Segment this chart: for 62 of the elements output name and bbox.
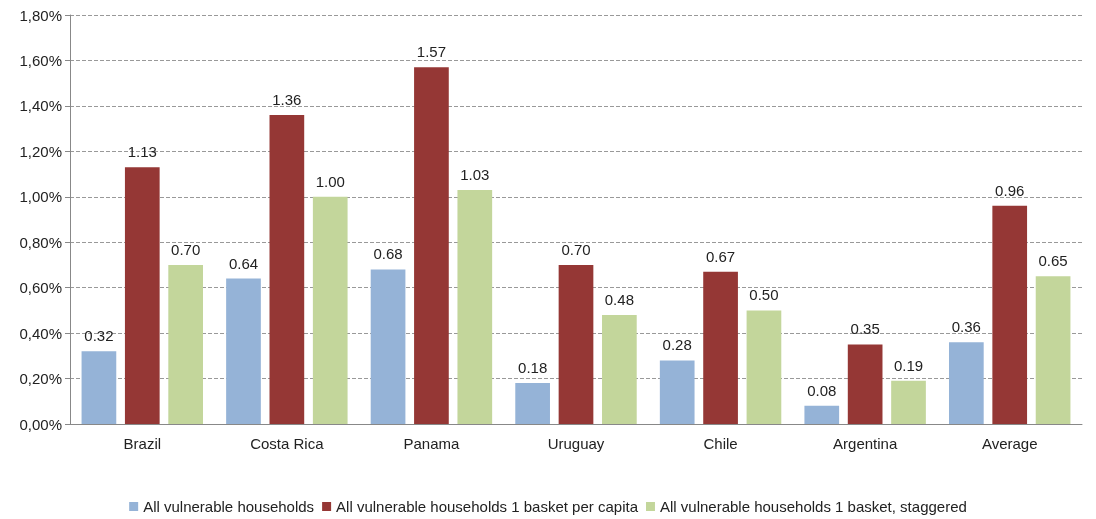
bar bbox=[891, 380, 926, 424]
bar bbox=[457, 189, 493, 424]
y-tick-label: 0,60% bbox=[19, 279, 62, 297]
data-label: 0.32 bbox=[84, 327, 114, 345]
data-label: 0.28 bbox=[662, 336, 692, 354]
x-tick-label: Chile bbox=[703, 435, 738, 452]
bar bbox=[414, 67, 449, 424]
data-label: 1.13 bbox=[127, 143, 157, 161]
bar bbox=[558, 264, 594, 424]
bar bbox=[659, 360, 695, 424]
data-label: 0.65 bbox=[1038, 252, 1068, 270]
bar bbox=[81, 351, 117, 424]
bar bbox=[948, 342, 984, 424]
bar bbox=[602, 314, 637, 424]
bar bbox=[312, 196, 348, 424]
data-label: 0.50 bbox=[749, 286, 779, 304]
y-tick-label: 1,80% bbox=[19, 6, 62, 24]
data-label: 0.48 bbox=[604, 290, 634, 308]
data-label: 1.36 bbox=[272, 90, 302, 108]
y-tick-label: 1,20% bbox=[19, 142, 62, 160]
x-tick-label: Average bbox=[981, 435, 1038, 452]
x-tick-label: Uruguay bbox=[547, 435, 605, 452]
bar bbox=[226, 278, 261, 424]
bar bbox=[269, 114, 305, 424]
data-label: 0.70 bbox=[171, 240, 201, 258]
bar bbox=[168, 264, 204, 424]
bar bbox=[703, 271, 738, 424]
bar bbox=[370, 269, 406, 424]
bar bbox=[992, 205, 1028, 424]
y-tick-label: 0,00% bbox=[19, 415, 62, 433]
data-label: 0.08 bbox=[807, 381, 837, 399]
data-label: 0.70 bbox=[561, 240, 591, 258]
y-tick-label: 1,00% bbox=[19, 188, 62, 206]
data-label: 0.35 bbox=[850, 320, 880, 338]
bar bbox=[124, 167, 160, 424]
legend-label: All vulnerable households 1 basket per capita bbox=[336, 498, 639, 515]
x-tick-label: Brazil bbox=[123, 435, 162, 452]
data-label: 0.96 bbox=[995, 181, 1025, 199]
data-label: 0.68 bbox=[373, 245, 403, 263]
x-tick-label: Panama bbox=[403, 435, 461, 452]
bar bbox=[804, 405, 840, 424]
y-tick-label: 1,60% bbox=[19, 51, 62, 69]
bar bbox=[1035, 276, 1071, 424]
y-tick-label: 0,20% bbox=[19, 370, 62, 388]
y-tick-label: 0,40% bbox=[19, 324, 62, 342]
x-tick-label: Argentina bbox=[833, 435, 898, 452]
bar bbox=[515, 383, 550, 424]
legend-label: All vulnerable households 1 basket, staggered bbox=[659, 498, 967, 515]
bar bbox=[847, 344, 883, 424]
y-tick-label: 0,80% bbox=[19, 233, 62, 251]
data-label: 0.67 bbox=[705, 247, 736, 265]
x-tick-label: Costa Rica bbox=[250, 435, 325, 452]
data-label: 1.00 bbox=[315, 172, 345, 190]
bar bbox=[746, 310, 782, 424]
data-label: 1.03 bbox=[460, 165, 490, 183]
data-label: 0.64 bbox=[228, 254, 259, 272]
data-label: 1.57 bbox=[416, 43, 447, 61]
data-label: 0.36 bbox=[951, 318, 981, 336]
y-tick-label: 1,40% bbox=[19, 97, 62, 115]
legend-label: All vulnerable households bbox=[143, 498, 315, 515]
data-label: 0.18 bbox=[518, 359, 548, 377]
data-label: 0.19 bbox=[893, 356, 924, 374]
